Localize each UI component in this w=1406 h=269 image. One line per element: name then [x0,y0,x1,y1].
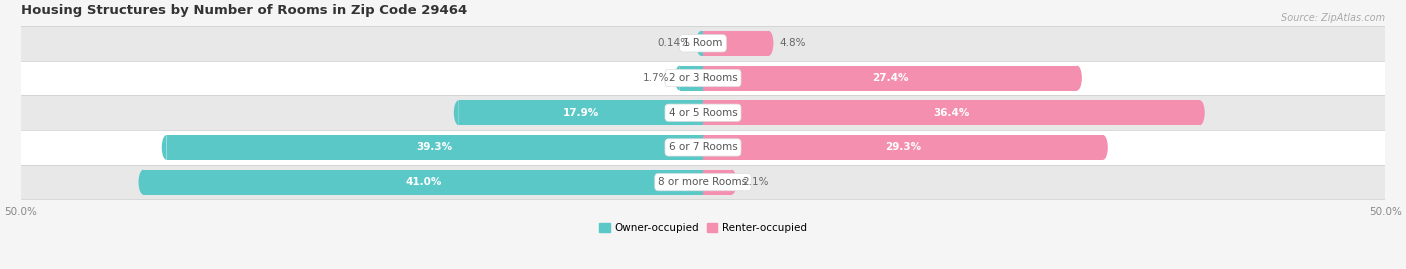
Text: 8 or more Rooms: 8 or more Rooms [658,177,748,187]
Text: 0.14%: 0.14% [657,38,690,48]
Bar [21,130,1385,165]
Text: 2.1%: 2.1% [742,177,769,187]
Bar [703,170,731,195]
Text: 41.0%: 41.0% [405,177,441,187]
Bar [703,100,1199,125]
Bar [143,170,703,195]
Bar [21,61,1385,95]
Text: 36.4%: 36.4% [934,108,970,118]
Text: Housing Structures by Number of Rooms in Zip Code 29464: Housing Structures by Number of Rooms in… [21,4,467,17]
Text: Source: ZipAtlas.com: Source: ZipAtlas.com [1281,13,1385,23]
Bar [702,31,703,56]
Bar [21,165,1385,200]
Bar [21,26,1385,61]
Wedge shape [139,170,143,195]
Bar [703,66,1077,90]
Text: 2 or 3 Rooms: 2 or 3 Rooms [669,73,737,83]
Text: 4.8%: 4.8% [779,38,806,48]
Bar [458,100,703,125]
Wedge shape [454,100,458,125]
Bar [703,31,769,56]
Wedge shape [675,66,679,90]
Wedge shape [1199,100,1205,125]
Text: 1.7%: 1.7% [643,73,669,83]
Bar [679,66,703,90]
Bar [21,95,1385,130]
Wedge shape [696,31,702,56]
Wedge shape [769,31,773,56]
Wedge shape [731,170,737,195]
Bar [167,135,703,160]
Text: 39.3%: 39.3% [416,142,453,153]
Wedge shape [1077,66,1081,90]
Text: 1 Room: 1 Room [683,38,723,48]
Wedge shape [1102,135,1108,160]
Text: 4 or 5 Rooms: 4 or 5 Rooms [669,108,737,118]
Legend: Owner-occupied, Renter-occupied: Owner-occupied, Renter-occupied [595,219,811,238]
Text: 17.9%: 17.9% [562,108,599,118]
Text: 6 or 7 Rooms: 6 or 7 Rooms [669,142,737,153]
Wedge shape [162,135,167,160]
Text: 27.4%: 27.4% [872,73,908,83]
Text: 29.3%: 29.3% [884,142,921,153]
Bar [703,135,1102,160]
